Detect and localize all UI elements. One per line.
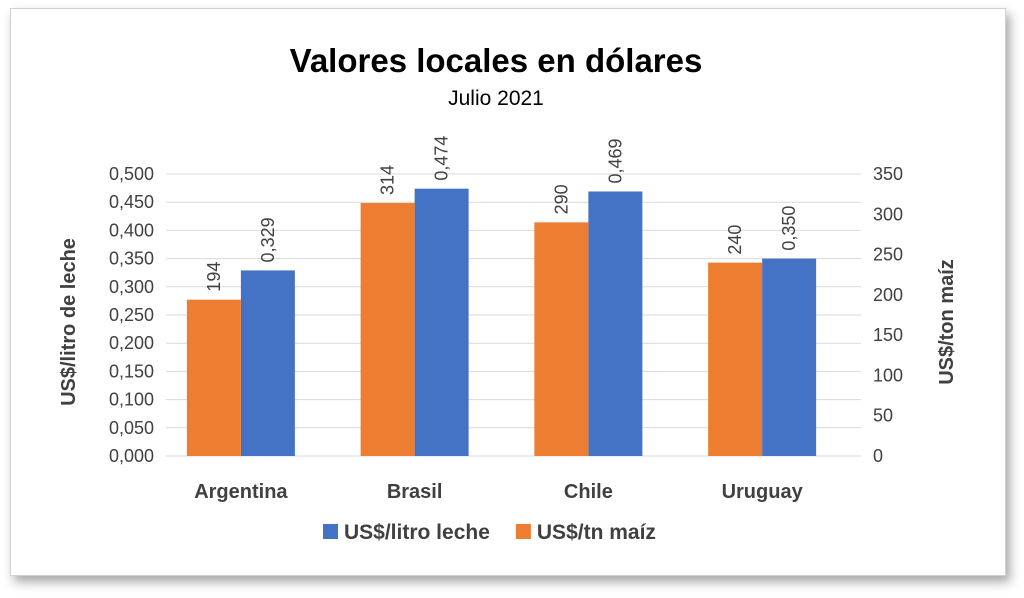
data-label-maiz: 314 xyxy=(378,165,398,195)
data-label-leche: 0,469 xyxy=(605,138,625,183)
left-tick-label: 0,150 xyxy=(109,361,154,381)
bar-maiz-argentina xyxy=(186,299,241,456)
bar-leche-brasil xyxy=(414,188,469,456)
right-tick-label: 200 xyxy=(873,285,903,305)
left-tick-label: 0,500 xyxy=(109,164,154,184)
data-label-leche: 0,329 xyxy=(258,217,278,262)
right-axis-title: US$/ton maíz xyxy=(936,259,958,385)
bar-maiz-chile xyxy=(534,222,589,456)
right-axis-ticks: 0 50 100 150 200 250 300 350 xyxy=(873,164,903,466)
right-tick-label: 350 xyxy=(873,164,903,184)
right-tick-label: 50 xyxy=(873,406,893,426)
data-label-maiz: 194 xyxy=(204,262,224,292)
left-tick-label: 0,300 xyxy=(109,277,154,297)
right-tick-label: 150 xyxy=(873,325,903,345)
bar-chart: Valores locales en dólares Julio 2021 0,… xyxy=(58,42,958,544)
left-tick-label: 0,350 xyxy=(109,249,154,269)
bar-maiz-uruguay xyxy=(708,262,763,456)
legend-label: US$/tn maíz xyxy=(537,521,656,544)
data-label-maiz: 240 xyxy=(725,225,745,255)
bar-leche-argentina xyxy=(240,270,295,456)
data-label-leche: 0,474 xyxy=(432,136,452,181)
bar-leche-uruguay xyxy=(762,258,817,456)
left-tick-label: 0,400 xyxy=(109,220,154,240)
category-labels: Argentina Brasil Chile Uruguay xyxy=(194,481,803,503)
left-tick-label: 0,000 xyxy=(109,446,154,466)
data-labels: 194 0,329 314 0,474 290 0,469 240 0,350 xyxy=(204,136,799,292)
legend: US$/litro leche US$/tn maíz xyxy=(323,521,656,544)
legend-swatch xyxy=(515,524,531,539)
legend-swatch xyxy=(323,524,338,539)
left-tick-label: 0,250 xyxy=(109,305,154,325)
category-label: Uruguay xyxy=(722,481,804,503)
legend-label: US$/litro leche xyxy=(344,521,490,544)
bar-maiz-brasil xyxy=(360,203,415,456)
data-label-maiz: 290 xyxy=(551,184,571,214)
left-axis-ticks: 0,000 0,050 0,100 0,150 0,200 0,250 0,300 0,350… xyxy=(109,164,154,466)
category-label: Argentina xyxy=(194,481,288,503)
left-axis-title: US$/litro de leche xyxy=(58,238,80,406)
right-tick-label: 300 xyxy=(873,204,903,224)
left-tick-label: 0,450 xyxy=(109,192,154,212)
left-tick-label: 0,200 xyxy=(109,333,154,353)
chart-title: Valores locales en dólares xyxy=(290,42,703,79)
chart-frame: Valores locales en dólares Julio 2021 0,… xyxy=(10,8,1006,576)
bar-leche-chile xyxy=(588,191,643,456)
right-tick-label: 100 xyxy=(873,365,903,385)
chart-subtitle: Julio 2021 xyxy=(448,87,544,110)
right-tick-label: 250 xyxy=(873,245,903,265)
right-tick-label: 0 xyxy=(873,446,883,466)
left-tick-label: 0,100 xyxy=(109,390,154,410)
category-label: Chile xyxy=(564,481,613,503)
category-label: Brasil xyxy=(387,481,443,503)
data-label-leche: 0,350 xyxy=(779,206,799,251)
left-tick-label: 0,050 xyxy=(109,418,154,438)
bars xyxy=(186,188,817,456)
